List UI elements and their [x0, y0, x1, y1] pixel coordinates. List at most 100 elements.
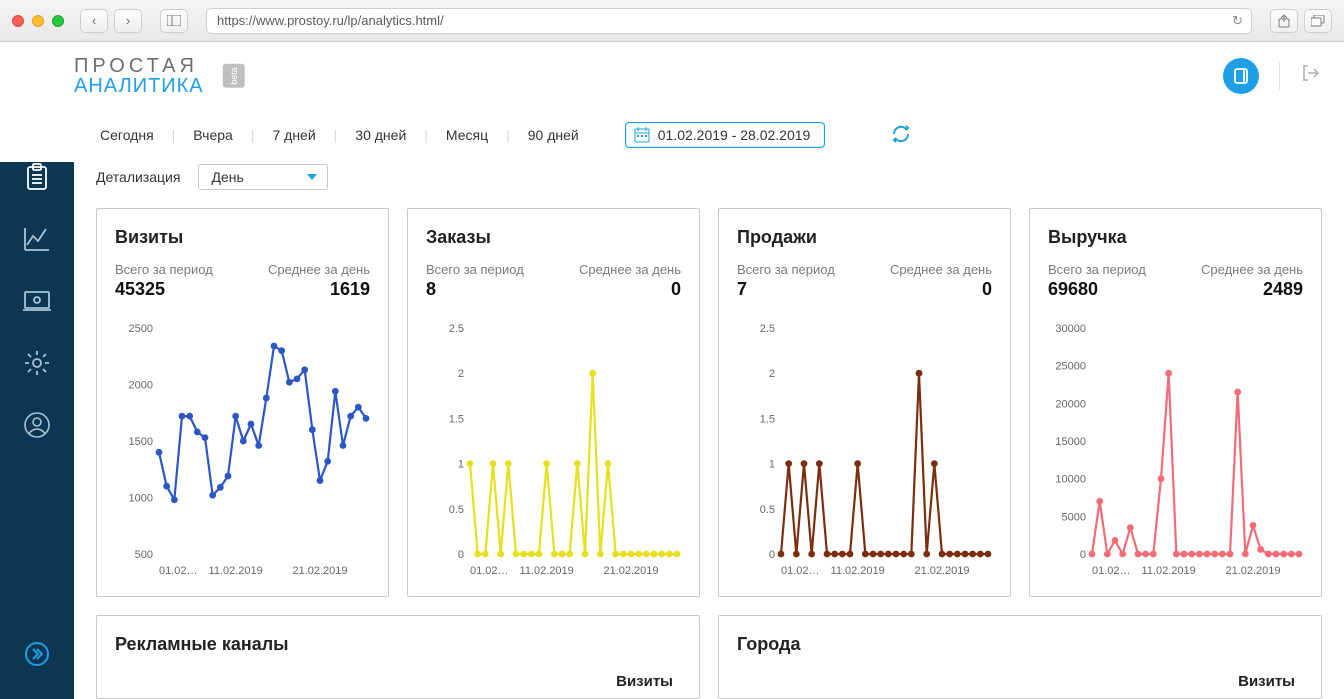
date-range-picker[interactable]: 01.02.2019 - 28.02.2019	[625, 122, 826, 148]
svg-text:25000: 25000	[1055, 361, 1086, 373]
chart-revenue: 05000100001500020000250003000001.02…11.0…	[1048, 322, 1303, 582]
svg-text:0: 0	[458, 549, 464, 561]
maximize-icon[interactable]	[52, 15, 64, 27]
svg-text:01.02…: 01.02…	[159, 565, 198, 577]
sidebar-expand-button[interactable]	[22, 639, 52, 669]
card-sales: Продажи Всего за период7 Среднее за день…	[718, 208, 1011, 597]
avg-label: Среднее за день	[268, 262, 370, 277]
brand: ПРОСТАЯ АНАЛИТИКА beta	[74, 53, 245, 99]
svg-text:0: 0	[769, 549, 775, 561]
sidebar-item-reports[interactable]	[22, 162, 52, 192]
detail-value: День	[211, 169, 243, 185]
svg-text:0: 0	[1080, 549, 1086, 561]
tabs-button[interactable]	[1304, 9, 1332, 33]
svg-text:0.5: 0.5	[449, 504, 464, 516]
avg-label: Среднее за день	[1201, 262, 1303, 277]
brand-text: ПРОСТАЯ АНАЛИТИКА	[74, 56, 204, 96]
card-title: Продажи	[737, 227, 992, 248]
total-label: Всего за период	[737, 262, 835, 277]
sidebar-item-device[interactable]	[22, 286, 52, 316]
brand-line2: АНАЛИТИКА	[74, 76, 204, 96]
total-label: Всего за период	[115, 262, 213, 277]
forward-button[interactable]: ›	[114, 9, 142, 33]
svg-text:5000: 5000	[1062, 511, 1086, 523]
sidebar-toggle-button[interactable]	[160, 9, 188, 33]
svg-text:2500: 2500	[129, 323, 153, 335]
svg-text:10000: 10000	[1055, 474, 1086, 486]
browser-chrome: ‹ › https://www.prostoy.ru/lp/analytics.…	[0, 0, 1344, 42]
svg-text:30000: 30000	[1055, 323, 1086, 335]
calendar-icon	[634, 127, 650, 143]
total-value: 8	[426, 279, 524, 300]
metrics-cards: Визиты Всего за период45325 Среднее за д…	[74, 190, 1344, 597]
svg-text:11.02.2019: 11.02.2019	[831, 565, 885, 577]
svg-text:2.5: 2.5	[449, 323, 464, 335]
svg-text:21.02.2019: 21.02.2019	[914, 565, 969, 577]
share-button[interactable]	[1270, 9, 1298, 33]
card-cities: Города Визиты	[718, 615, 1322, 699]
svg-text:0.5: 0.5	[760, 504, 775, 516]
detail-select[interactable]: День	[198, 164, 328, 190]
period-7d[interactable]: 7 дней	[268, 125, 319, 145]
svg-text:1.5: 1.5	[449, 413, 464, 425]
svg-text:21.02.2019: 21.02.2019	[292, 565, 347, 577]
url-text: https://www.prostoy.ru/lp/analytics.html…	[217, 13, 444, 28]
avg-label: Среднее за день	[579, 262, 681, 277]
back-button[interactable]: ‹	[80, 9, 108, 33]
svg-text:1500: 1500	[129, 436, 153, 448]
card-channels: Рекламные каналы Визиты	[96, 615, 700, 699]
total-value: 45325	[115, 279, 213, 300]
window-controls	[12, 15, 64, 27]
card-visits: Визиты Всего за период45325 Среднее за д…	[96, 208, 389, 597]
svg-text:2000: 2000	[129, 380, 153, 392]
svg-text:1000: 1000	[129, 493, 153, 505]
svg-text:01.02…: 01.02…	[781, 565, 820, 577]
brand-line1: ПРОСТАЯ	[74, 56, 204, 76]
svg-text:2: 2	[769, 368, 775, 380]
svg-text:500: 500	[135, 549, 153, 561]
app-header: ПРОСТАЯ АНАЛИТИКА beta	[74, 42, 1344, 110]
svg-text:2: 2	[458, 368, 464, 380]
sidebar-item-settings[interactable]	[22, 348, 52, 378]
avg-value: 2489	[1201, 279, 1303, 300]
card-title: Города	[737, 634, 1303, 655]
sidebar-item-metrics[interactable]	[22, 224, 52, 254]
period-today[interactable]: Сегодня	[96, 125, 158, 145]
period-yesterday[interactable]: Вчера	[189, 125, 237, 145]
period-30d[interactable]: 30 дней	[351, 125, 410, 145]
period-selector: Сегодня| Вчера| 7 дней| 30 дней| Месяц| …	[96, 122, 1322, 148]
card-title: Рекламные каналы	[115, 634, 681, 655]
reload-icon[interactable]: ↻	[1232, 13, 1243, 29]
svg-text:1.5: 1.5	[760, 413, 775, 425]
svg-text:11.02.2019: 11.02.2019	[520, 565, 574, 577]
sidebar	[0, 42, 74, 699]
chart-orders: 00.511.522.501.02…11.02.201921.02.2019	[426, 322, 681, 582]
chart-visits: 500 1000 1500 2000 2500 01.02… 11.02.2019 21.02…	[115, 322, 370, 582]
sidebar-item-profile[interactable]	[22, 410, 52, 440]
close-icon[interactable]	[12, 15, 24, 27]
card-orders: Заказы Всего за период8 Среднее за день0…	[407, 208, 700, 597]
total-value: 69680	[1048, 279, 1146, 300]
refresh-button[interactable]	[891, 124, 911, 147]
logout-button[interactable]	[1300, 63, 1320, 89]
svg-text:11.02.2019: 11.02.2019	[1142, 565, 1196, 577]
period-month[interactable]: Месяц	[442, 125, 492, 145]
svg-text:21.02.2019: 21.02.2019	[1225, 565, 1280, 577]
total-value: 7	[737, 279, 835, 300]
svg-text:1: 1	[458, 459, 464, 471]
total-label: Всего за период	[1048, 262, 1146, 277]
help-button[interactable]	[1223, 58, 1259, 94]
sub-heading: Визиты	[737, 673, 1303, 690]
svg-text:2.5: 2.5	[760, 323, 775, 335]
url-bar[interactable]: https://www.prostoy.ru/lp/analytics.html…	[206, 8, 1252, 34]
date-range-text: 01.02.2019 - 28.02.2019	[658, 127, 811, 143]
minimize-icon[interactable]	[32, 15, 44, 27]
svg-text:11.02.2019: 11.02.2019	[209, 565, 263, 577]
total-label: Всего за период	[426, 262, 524, 277]
svg-text:01.02…: 01.02…	[1092, 565, 1131, 577]
sub-heading: Визиты	[115, 673, 681, 690]
avg-value: 0	[579, 279, 681, 300]
svg-text:15000: 15000	[1055, 436, 1086, 448]
svg-text:21.02.2019: 21.02.2019	[603, 565, 658, 577]
period-90d[interactable]: 90 дней	[524, 125, 583, 145]
